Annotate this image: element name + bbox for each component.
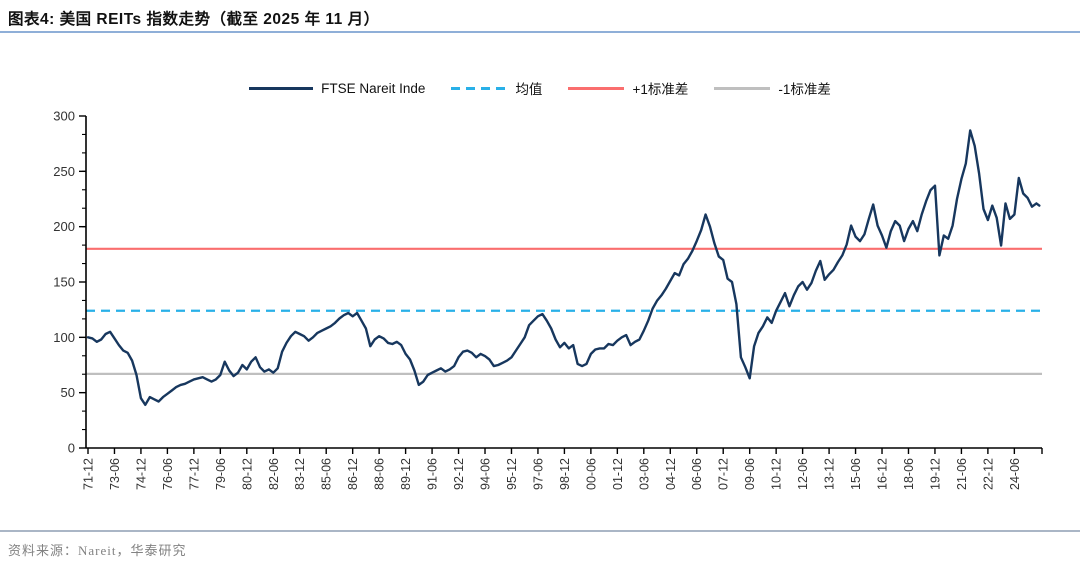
- x-tick-label: 04-12: [664, 458, 678, 490]
- legend-label: +1标准差: [632, 82, 689, 97]
- line-swatch: [568, 86, 625, 90]
- x-tick-label: 95-12: [505, 458, 519, 490]
- x-tick-label: 86-12: [346, 458, 360, 490]
- x-tick-label: 22-12: [981, 458, 995, 490]
- x-tick-label: 97-06: [531, 458, 545, 490]
- x-tick-label: 82-06: [267, 458, 281, 490]
- y-tick-label: 250: [53, 164, 75, 179]
- x-tick-label: 80-12: [240, 458, 254, 490]
- x-tick-label: 88-06: [373, 458, 387, 490]
- x-tick-label: 18-06: [902, 458, 916, 490]
- y-tick-label: 300: [53, 109, 75, 124]
- x-tick-label: 06-06: [690, 458, 704, 490]
- x-tick-label: 85-06: [320, 458, 334, 490]
- legend-label: -1标准差: [778, 82, 831, 97]
- x-tick-label: 83-12: [293, 458, 307, 490]
- dashed-line-swatch: [451, 86, 508, 90]
- ftse-nareit-series-line: [86, 129, 1041, 406]
- line-swatch: [714, 86, 771, 90]
- y-tick-label: 150: [53, 275, 75, 290]
- x-tick-label: 19-12: [928, 458, 942, 490]
- legend-item-0: FTSE Nareit Inde: [249, 81, 425, 96]
- x-tick-label: 77-12: [187, 458, 201, 490]
- x-tick-label: 74-12: [134, 458, 148, 490]
- x-tick-label: 73-06: [108, 458, 122, 490]
- x-tick-label: 94-06: [479, 458, 493, 490]
- source-note: 资料来源：Nareit，华泰研究: [8, 543, 187, 558]
- x-tick-label: 01-12: [611, 458, 625, 490]
- y-tick-label: 50: [61, 385, 75, 400]
- x-tick-label: 10-12: [770, 458, 784, 490]
- x-tick-label: 91-06: [426, 458, 440, 490]
- figure-title: 图表4: 美国 REITs 指数走势（截至 2025 年 11 月）: [8, 11, 380, 28]
- y-tick-label: 0: [68, 441, 75, 456]
- x-tick-label: 00-06: [584, 458, 598, 490]
- x-tick-label: 13-12: [823, 458, 837, 490]
- x-tick-label: 24-06: [1008, 458, 1022, 490]
- x-tick-label: 03-06: [637, 458, 651, 490]
- chart-legend: FTSE Nareit Inde 均值 +1标准差 -1标准差: [0, 78, 1080, 98]
- x-tick-label: 98-12: [558, 458, 572, 490]
- line-swatch: [249, 86, 314, 90]
- x-tick-label: 12-06: [796, 458, 810, 490]
- x-tick-label: 76-06: [161, 458, 175, 490]
- legend-item-3: -1标准差: [714, 78, 831, 98]
- x-tick-label: 15-06: [849, 458, 863, 490]
- x-tick-label: 79-06: [214, 458, 228, 490]
- legend-item-1: 均值: [451, 78, 542, 98]
- footer-divider: [0, 530, 1080, 532]
- legend-label: FTSE Nareit Inde: [321, 80, 426, 96]
- x-tick-label: 92-12: [452, 458, 466, 490]
- y-tick-label: 100: [53, 330, 75, 345]
- y-tick-label: 200: [53, 219, 75, 234]
- x-tick-label: 16-12: [876, 458, 890, 490]
- x-tick-label: 21-06: [955, 458, 969, 490]
- x-tick-label: 07-12: [717, 458, 731, 490]
- title-underline: [0, 31, 1080, 33]
- x-tick-label: 09-06: [743, 458, 757, 490]
- legend-label: 均值: [515, 82, 543, 97]
- x-tick-label: 71-12: [82, 458, 96, 490]
- x-tick-label: 89-12: [399, 458, 413, 490]
- legend-item-2: +1标准差: [568, 78, 688, 98]
